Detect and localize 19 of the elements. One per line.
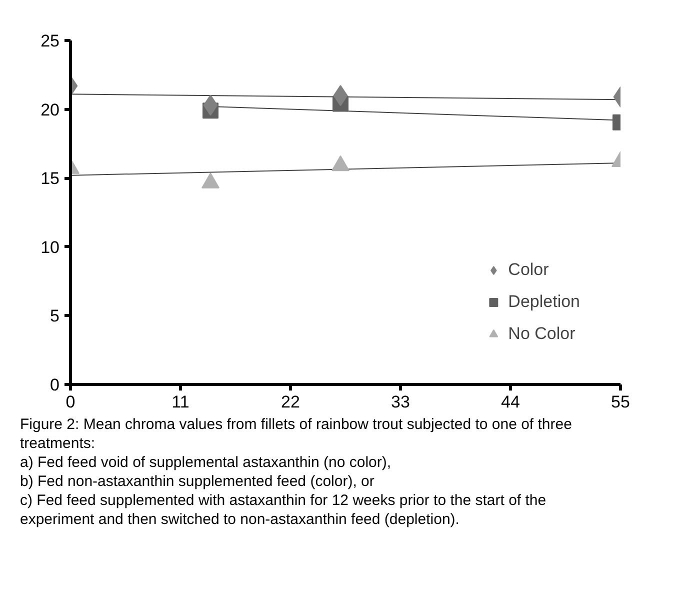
y-tick-label: 0 bbox=[50, 376, 60, 394]
legend-label: Depletion bbox=[508, 292, 580, 312]
y-tick-label: 5 bbox=[50, 306, 60, 326]
text: b) Fed non-astaxanthin supplemented feed (color), or bbox=[20, 472, 376, 491]
x-tick-label: 0 bbox=[66, 392, 76, 412]
y-tick-label: 15 bbox=[40, 169, 60, 188]
y-tick-label: 10 bbox=[40, 238, 60, 257]
x-tick-label: 22 bbox=[281, 392, 300, 412]
caption: Figure 2: Mean chroma values from fillets of rainbow trout subjected to one of three treatments: bbox=[20, 415, 573, 453]
y-tick-label: 20 bbox=[40, 100, 60, 120]
y-tick-label: 25 bbox=[40, 32, 60, 50]
legend-label: No Color bbox=[508, 324, 576, 344]
x-tick-label: 44 bbox=[501, 392, 520, 412]
legend-label: Color bbox=[508, 260, 549, 280]
x-tick-label: 11 bbox=[172, 392, 190, 412]
text: c) Fed feed supplemented with astaxanthin for 12 weeks prior to the start of the experiment and then switched to non-astaxanthin feed (depletion). bbox=[20, 491, 548, 529]
x-tick-label: 33 bbox=[391, 392, 410, 412]
x-tick-label: 55 bbox=[611, 392, 630, 412]
text: a) Fed feed void of supplemental astaxanthin (no color), bbox=[20, 453, 392, 472]
